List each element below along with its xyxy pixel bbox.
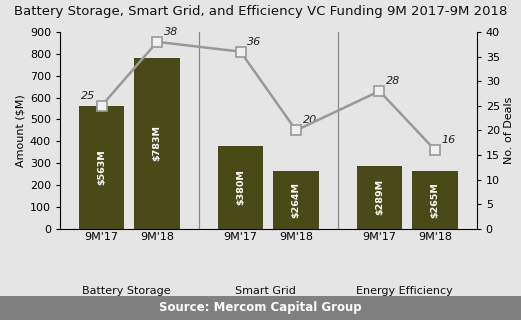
Text: 16: 16: [442, 135, 456, 145]
Text: $265M: $265M: [430, 182, 440, 218]
Text: Battery Storage: Battery Storage: [82, 286, 171, 296]
Bar: [412, 171, 458, 229]
Text: Battery Storage, Smart Grid, and Efficiency VC Funding 9M 2017-9M 2018: Battery Storage, Smart Grid, and Efficie…: [14, 5, 507, 18]
Text: 36: 36: [247, 37, 262, 47]
Text: Energy Efficiency: Energy Efficiency: [356, 286, 453, 296]
Text: $289M: $289M: [375, 179, 384, 215]
Y-axis label: No. of Deals: No. of Deals: [504, 97, 514, 164]
Text: Source: Mercom Capital Group: Source: Mercom Capital Group: [159, 301, 362, 315]
Bar: [218, 146, 263, 229]
Text: 28: 28: [386, 76, 400, 86]
Text: 20: 20: [303, 116, 317, 125]
Bar: [357, 166, 402, 229]
Text: 25: 25: [80, 91, 95, 101]
Text: 38: 38: [164, 27, 178, 37]
Bar: [79, 106, 125, 229]
Text: $563M: $563M: [97, 149, 106, 185]
Text: $380M: $380M: [236, 169, 245, 205]
Bar: [274, 171, 319, 229]
Y-axis label: Amount ($M): Amount ($M): [16, 94, 26, 167]
Text: Smart Grid: Smart Grid: [235, 286, 296, 296]
Bar: [134, 58, 180, 229]
Text: $264M: $264M: [292, 182, 301, 218]
Text: $783M: $783M: [153, 125, 162, 161]
